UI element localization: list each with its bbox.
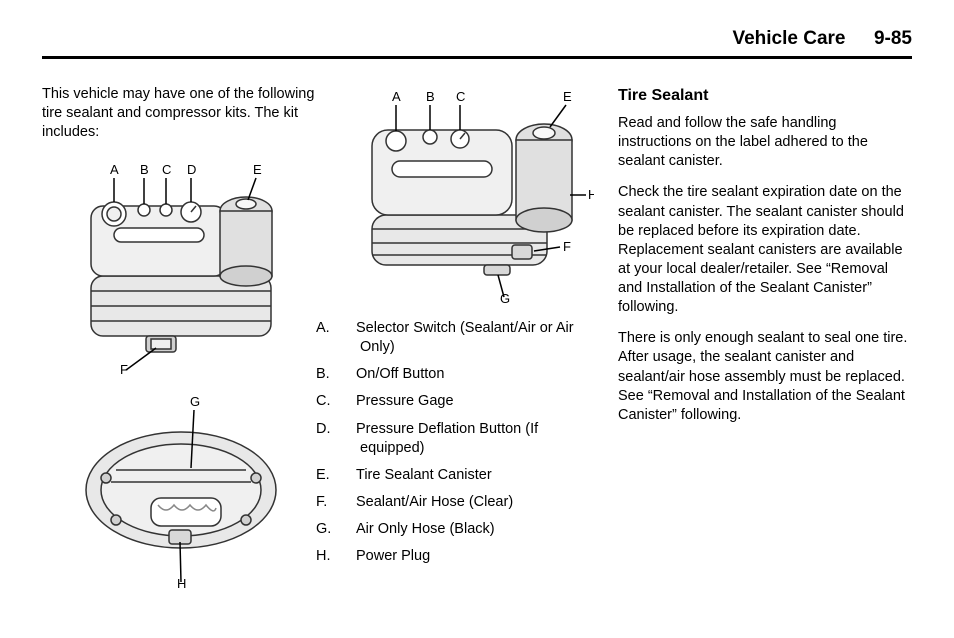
body-paragraph: Read and follow the safe handling instru… xyxy=(618,114,912,171)
figure-compressor-bottom: G H xyxy=(42,390,320,590)
figure-compressor-alt: A B C E H F G xyxy=(338,85,600,305)
figure3-label-B: B xyxy=(426,89,435,104)
legend-item: C.Pressure Gage xyxy=(338,392,600,411)
header-page-number: 9-85 xyxy=(874,28,912,49)
intro-paragraph: This vehicle may have one of the followi… xyxy=(42,85,320,142)
legend-item: H.Power Plug xyxy=(338,547,600,566)
legend-letter: E. xyxy=(338,466,356,485)
legend-text: Pressure Gage xyxy=(356,393,454,409)
legend-item: D.Pressure Deflation Button (If equipped… xyxy=(338,420,600,458)
figure1-label-E: E xyxy=(253,162,262,177)
compressor-alt-icon: A B C E H F G xyxy=(344,85,594,305)
legend-text: On/Off Button xyxy=(356,366,444,382)
figure3-label-C: C xyxy=(456,89,465,104)
legend-item: F.Sealant/Air Hose (Clear) xyxy=(338,493,600,512)
compressor-top-icon: A B C D E F xyxy=(56,156,306,376)
legend-item: G.Air Only Hose (Black) xyxy=(338,520,600,539)
legend-text: Air Only Hose (Black) xyxy=(356,521,495,537)
legend-text: Pressure Deflation Button (If equipped) xyxy=(356,421,538,456)
legend-letter: C. xyxy=(338,392,356,411)
parts-legend: A.Selector Switch (Sealant/Air or Air On… xyxy=(338,319,600,566)
figure1-label-C: C xyxy=(162,162,171,177)
figure3-label-A: A xyxy=(392,89,401,104)
legend-text: Tire Sealant Canister xyxy=(356,467,492,483)
legend-letter: B. xyxy=(338,365,356,384)
body-paragraph: Check the tire sealant expiration date o… xyxy=(618,183,912,317)
figure1-label-F: F xyxy=(120,362,128,376)
figure1-label-A: A xyxy=(110,162,119,177)
figure3-label-E: E xyxy=(563,89,572,104)
legend-letter: F. xyxy=(338,493,356,512)
figure1-label-B: B xyxy=(140,162,149,177)
figure3-label-G: G xyxy=(500,291,510,305)
legend-text: Selector Switch (Sealant/Air or Air Only… xyxy=(356,320,574,355)
body-paragraph: There is only enough sealant to seal one… xyxy=(618,329,912,425)
column-3: Tire Sealant Read and follow the safe ha… xyxy=(618,85,912,604)
legend-text: Power Plug xyxy=(356,548,430,564)
figure1-label-D: D xyxy=(187,162,196,177)
figure3-label-F: F xyxy=(563,239,571,254)
legend-letter: A. xyxy=(338,319,356,338)
legend-item: A.Selector Switch (Sealant/Air or Air On… xyxy=(338,319,600,357)
page-header: Vehicle Care 9-85 xyxy=(42,28,912,59)
figure2-label-H: H xyxy=(177,576,186,590)
column-1: This vehicle may have one of the followi… xyxy=(42,85,320,604)
content-columns: This vehicle may have one of the followi… xyxy=(42,85,912,604)
column-2: A B C E H F G A.Selector Switch (Sealant… xyxy=(338,85,600,604)
header-section-title: Vehicle Care xyxy=(732,28,845,49)
compressor-bottom-icon: G H xyxy=(66,390,296,590)
figure3-label-H: H xyxy=(588,187,594,202)
legend-letter: D. xyxy=(338,420,356,439)
legend-item: E.Tire Sealant Canister xyxy=(338,466,600,485)
legend-item: B.On/Off Button xyxy=(338,365,600,384)
figure2-label-G: G xyxy=(190,394,200,409)
figure-compressor-top: A B C D E F xyxy=(42,156,320,376)
legend-letter: G. xyxy=(338,520,356,539)
legend-text: Sealant/Air Hose (Clear) xyxy=(356,494,513,510)
legend-letter: H. xyxy=(338,547,356,566)
tire-sealant-heading: Tire Sealant xyxy=(618,85,912,106)
